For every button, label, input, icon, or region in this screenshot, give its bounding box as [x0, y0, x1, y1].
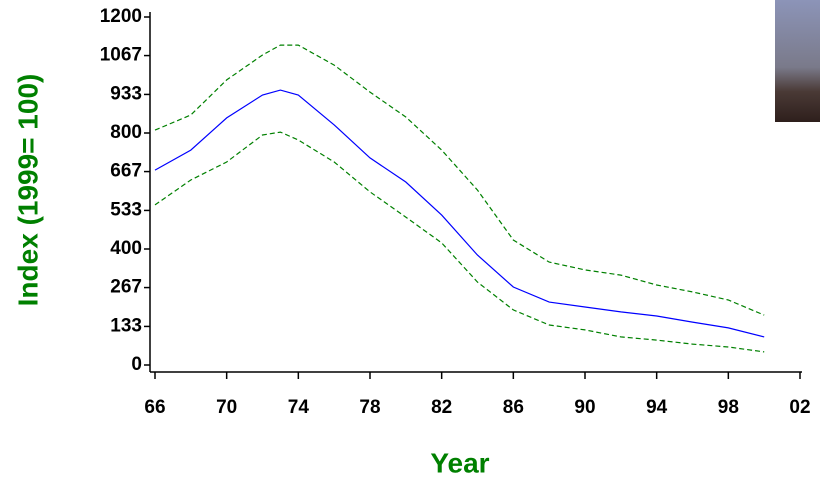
- x-axis-title: Year: [430, 447, 489, 478]
- y-tick-label: 533: [110, 199, 142, 220]
- x-tick-label: 82: [431, 397, 452, 418]
- x-tick-label: 86: [503, 397, 524, 418]
- y-tick-label: 800: [110, 122, 142, 143]
- y-tick-label: 267: [110, 277, 142, 298]
- series-line: [154, 131, 765, 353]
- y-tick-label: 400: [110, 238, 142, 259]
- x-tick-label: 94: [646, 397, 668, 418]
- y-tick-label: 933: [110, 83, 142, 104]
- series-line: [154, 44, 765, 316]
- y-tick-label: 133: [110, 315, 142, 336]
- x-tick-label: 66: [144, 397, 165, 418]
- y-tick-label: 667: [110, 161, 142, 182]
- y-tick-label: 1067: [100, 45, 142, 66]
- x-tick-label: 78: [359, 397, 380, 418]
- y-tick-label: 1200: [100, 6, 142, 27]
- x-tick-label: 70: [216, 397, 237, 418]
- x-tick-label: 02: [789, 397, 810, 418]
- y-tick-label: 0: [131, 354, 142, 375]
- y-axis-title: Index (1999= 100): [12, 74, 43, 307]
- x-tick-label: 98: [718, 397, 739, 418]
- x-tick-label: 90: [574, 397, 595, 418]
- photo-thumbnail: [775, 0, 820, 122]
- series-line: [154, 89, 765, 338]
- x-tick-label: 74: [288, 397, 310, 418]
